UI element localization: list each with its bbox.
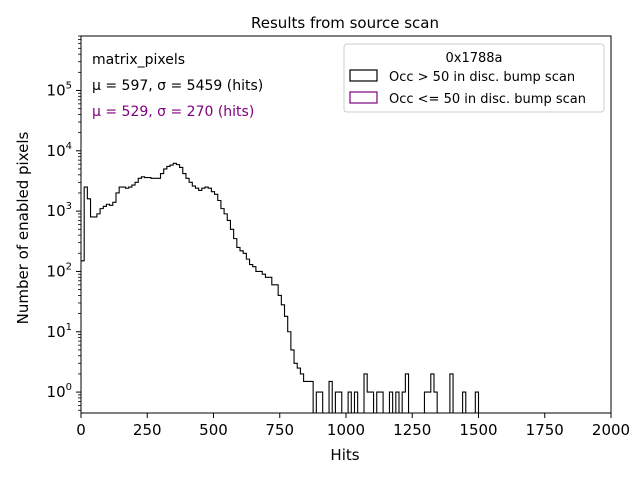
x-tick-label: 0 (76, 421, 86, 439)
y-tick-label: 104 (47, 141, 72, 160)
y-tick-label: 100 (47, 382, 72, 401)
x-tick-label: 500 (199, 421, 228, 439)
legend-swatch-low (349, 91, 378, 104)
x-tick-label: 250 (133, 421, 162, 439)
y-tick-label: 102 (47, 261, 72, 280)
x-tick-label: 1250 (393, 421, 431, 439)
y-tick-label: 105 (47, 80, 72, 99)
legend-title: 0x1788a (445, 51, 502, 66)
x-tick-label: 1000 (327, 421, 365, 439)
legend: 0x1788a Occ > 50 in disc. bump scan Occ … (343, 43, 605, 113)
annotation-stats-low: μ = 529, σ = 270 (hits) (92, 104, 254, 120)
x-tick-label: 1750 (526, 421, 564, 439)
plot-area (81, 162, 611, 413)
legend-swatch-high (349, 69, 378, 82)
annotation-stats-all: μ = 597, σ = 5459 (hits) (92, 78, 263, 94)
series-step-line-0 (81, 162, 611, 413)
legend-frame (343, 43, 605, 113)
axes: 0 250 500 750 1000 1250 1500 1750 2000 100 101 102 1… (47, 35, 630, 439)
x-axis-label: Hits (330, 446, 359, 464)
y-axis-label: Number of enabled pixels (14, 131, 32, 324)
x-tick-label: 1500 (459, 421, 497, 439)
x-tick-label: 2000 (592, 421, 630, 439)
chart-title: Results from source scan (251, 14, 439, 32)
y-tick-label: 103 (47, 201, 72, 220)
legend-label-high: Occ > 50 in disc. bump scan (389, 70, 575, 85)
annotation-matrix-label: matrix_pixels (92, 52, 185, 68)
y-tick-label: 101 (47, 322, 72, 341)
x-tick-label: 750 (265, 421, 294, 439)
legend-label-low: Occ <= 50 in disc. bump scan (389, 92, 586, 107)
